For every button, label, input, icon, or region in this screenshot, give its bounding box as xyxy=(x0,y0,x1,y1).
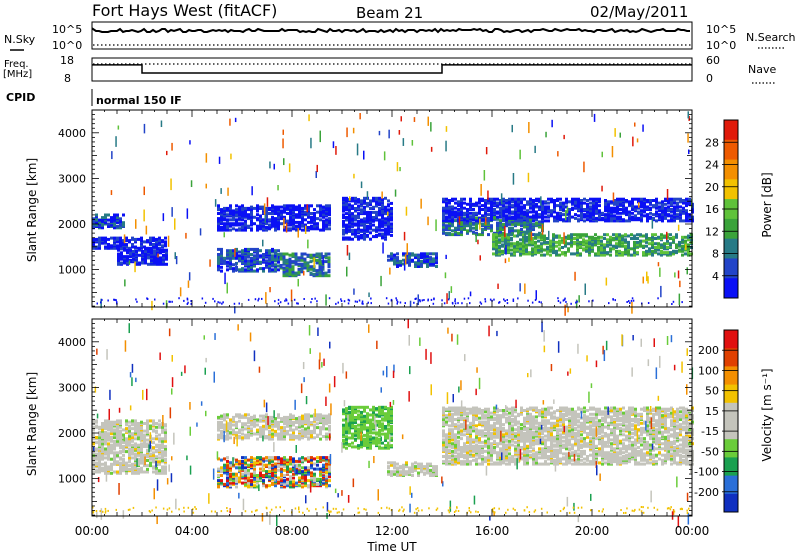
colorbar-tick-label: -15 xyxy=(701,425,719,438)
cpid-value: normal 150 IF xyxy=(96,94,182,107)
nave-tick-top: 60 xyxy=(706,54,720,67)
colorbar-swatch xyxy=(724,366,738,385)
colorbar-tick-label: 8 xyxy=(712,248,719,261)
noise-left-tick-top: 10^5 xyxy=(52,23,82,36)
y-tick-label: 4000 xyxy=(58,127,86,140)
colorbar-swatch xyxy=(724,120,738,140)
date-title: 02/May/2011 xyxy=(590,3,688,21)
x-tick-label: 08:00 xyxy=(275,524,310,538)
colorbar-swatch xyxy=(724,278,738,298)
velocity-ylabel: Slant Range [km] xyxy=(25,372,39,476)
noise-right-tick-bottom: 10^0 xyxy=(706,39,736,52)
power-ylabel: Slant Range [km] xyxy=(25,158,39,262)
freq-unit-label: [MHz] xyxy=(3,69,32,80)
colorbar-tick-label: 24 xyxy=(705,159,719,172)
colorbar-swatch xyxy=(724,179,738,199)
freq-tick-bottom: 8 xyxy=(64,72,71,85)
beam-title: Beam 21 xyxy=(356,4,423,22)
colorbar-tick-label: 16 xyxy=(705,203,719,216)
colorbar-swatch xyxy=(724,219,738,239)
colorbar-tick-label: 20 xyxy=(705,181,719,194)
x-axis-label: Time UT xyxy=(366,540,417,554)
x-tick-label: 04:00 xyxy=(175,524,210,538)
noise-sky-line xyxy=(93,29,690,32)
frequency-line xyxy=(92,65,692,73)
x-tick-label: 00:00 xyxy=(75,524,110,538)
cpid-label: CPID xyxy=(6,91,35,104)
colorbar-swatch xyxy=(724,348,738,367)
power-colorbar-label: Power [dB] xyxy=(760,172,774,237)
colorbar-swatch xyxy=(724,439,738,458)
velocity-panel: 4000 3000 2000 1000 00:00 04:00 08:00 12:00 16:0… xyxy=(58,319,738,538)
colorbar-tick-label: -50 xyxy=(701,445,719,458)
y-tick-label: 2000 xyxy=(58,218,86,231)
x-tick-label: 12:00 xyxy=(375,524,410,538)
colorbar-tick-label: 50 xyxy=(705,385,719,398)
colorbar-swatch xyxy=(724,457,738,476)
y-tick-label: 1000 xyxy=(58,264,86,277)
colorbar-swatch xyxy=(724,494,738,513)
nave-tick-bottom: 0 xyxy=(706,72,713,85)
colorbar-swatch xyxy=(724,421,738,440)
colorbar-swatch xyxy=(724,160,738,180)
y-tick-label: 3000 xyxy=(58,381,86,394)
freq-strip-frame xyxy=(92,58,692,81)
y-tick-label: 3000 xyxy=(58,172,86,185)
colorbar-swatch xyxy=(724,385,738,404)
colorbar-tick-label: 4 xyxy=(712,270,719,283)
power-panel: 4000 3000 2000 1000 28 24 20 16 12 8 4 xyxy=(58,110,738,316)
x-tick-label: 00:00 xyxy=(675,524,710,538)
y-tick-label: 2000 xyxy=(58,427,86,440)
x-tick-label: 20:00 xyxy=(575,524,610,538)
colorbar-swatch xyxy=(724,239,738,259)
y-tick-label: 1000 xyxy=(58,473,86,486)
colorbar-tick-label: -100 xyxy=(694,466,719,479)
x-tick-label: 16:00 xyxy=(475,524,510,538)
noise-search-label: N.Search xyxy=(746,31,796,44)
noise-right-tick-top: 10^5 xyxy=(706,23,736,36)
colorbar-tick-label: 100 xyxy=(698,364,719,377)
colorbar-tick-label: 200 xyxy=(698,344,719,357)
colorbar-swatch xyxy=(724,140,738,160)
colorbar-swatch xyxy=(724,403,738,422)
colorbar-tick-label: -200 xyxy=(694,486,719,499)
station-title: Fort Hays West (fitACF) xyxy=(92,1,277,20)
colorbar-swatch xyxy=(724,330,738,349)
nave-label: Nave xyxy=(748,63,776,76)
colorbar-tick-label: 28 xyxy=(705,136,719,149)
velocity-colorbar-label: Velocity [m s⁻¹] xyxy=(760,368,774,461)
y-tick-label: 4000 xyxy=(58,336,86,349)
freq-tick-top: 18 xyxy=(60,54,74,67)
noise-left-tick-bottom: 10^0 xyxy=(52,39,82,52)
colorbar-tick-label: 15 xyxy=(705,405,719,418)
colorbar-tick-label: 12 xyxy=(705,225,719,238)
noise-sky-label: N.Sky xyxy=(4,33,36,46)
